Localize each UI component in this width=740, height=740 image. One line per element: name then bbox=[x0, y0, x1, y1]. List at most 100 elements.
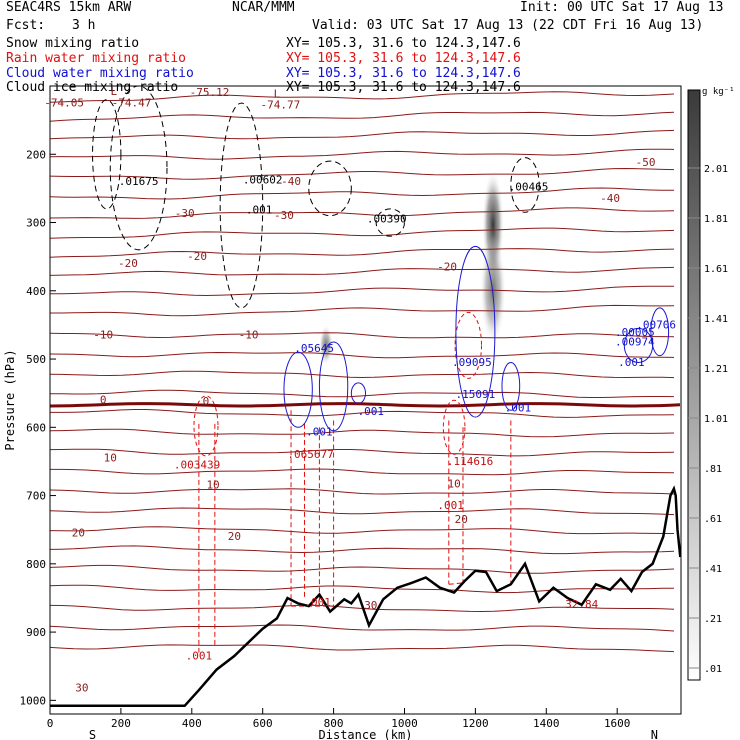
snow-maximum: .00602 bbox=[243, 174, 283, 187]
low-marker: L bbox=[110, 85, 117, 98]
x-tick-label: 1200 bbox=[462, 717, 489, 730]
isotherm-line bbox=[49, 507, 675, 516]
colorbar-scale bbox=[687, 89, 701, 681]
snow-contour bbox=[375, 208, 405, 237]
terrain-profile bbox=[50, 485, 682, 708]
rain-maximum: .065677 bbox=[287, 448, 333, 461]
rain-maximum: .001 bbox=[437, 499, 464, 512]
valid-time: Valid: 03 UTC Sat 17 Aug 13 (22 CDT Fri … bbox=[312, 18, 704, 33]
cloud-water-maximum: .05645 bbox=[294, 342, 334, 355]
snow-contour bbox=[308, 160, 352, 217]
x-tick-label: 200 bbox=[111, 717, 131, 730]
isotherm-line bbox=[49, 448, 675, 457]
isotherm-line bbox=[50, 409, 675, 418]
isotherm-line bbox=[49, 351, 675, 359]
temperature-contours bbox=[49, 91, 675, 653]
snow-maximum: .00390 bbox=[367, 213, 407, 226]
forecast-hour: 3 h bbox=[72, 18, 96, 33]
temperature-label: 20 bbox=[228, 530, 241, 543]
temperature-label: -20 bbox=[437, 260, 457, 273]
isotherm-line bbox=[49, 428, 675, 438]
x-tick-label: 1000 bbox=[391, 717, 418, 730]
ice-shading bbox=[319, 170, 506, 365]
isotherm-line bbox=[49, 624, 675, 632]
snow-contour bbox=[219, 102, 264, 309]
cloud-water-maximum: .00005 bbox=[615, 326, 655, 339]
model-title: SEAC4RS 15km ARW bbox=[6, 0, 132, 15]
cloud-water-maximum: .09095 bbox=[452, 356, 492, 369]
low-marker: L bbox=[274, 88, 281, 101]
temperature-label: -10 bbox=[239, 329, 259, 342]
isotherm-line bbox=[49, 227, 675, 239]
forecast-label: Fcst: bbox=[6, 18, 46, 33]
isotherm-line bbox=[49, 332, 675, 339]
x-tick-label: 1600 bbox=[604, 717, 631, 730]
cloud-water-maximum: .15091 bbox=[456, 388, 496, 401]
isotherm-line bbox=[49, 167, 675, 180]
south-label: S bbox=[89, 728, 96, 740]
center-label: NCAR/MMM bbox=[232, 0, 295, 15]
terrain-line bbox=[50, 485, 682, 708]
x-tick-label: 600 bbox=[253, 717, 273, 730]
axes: 0 200 400 600 800 1000 1200 1400 160020030040050… bbox=[3, 85, 682, 740]
isotherm-line bbox=[49, 129, 675, 140]
isotherm-line bbox=[49, 370, 675, 379]
rain-contour-loop bbox=[193, 395, 219, 457]
freezing-level bbox=[49, 402, 681, 408]
temperature-label: -74.47 bbox=[112, 96, 152, 109]
y-axis-title: Pressure (hPa) bbox=[3, 349, 17, 450]
field-xy-cloud-water: XY= 105.3, 31.6 to 124.3,147.6 bbox=[286, 66, 521, 81]
x-tick-label: 0 bbox=[47, 717, 54, 730]
snow-contours bbox=[92, 85, 540, 309]
cloud-water-maximum: .001 bbox=[306, 425, 333, 438]
y-tick-label: 300 bbox=[26, 217, 46, 230]
isotherm-line bbox=[49, 148, 675, 160]
temperature-label: -30 bbox=[274, 209, 294, 222]
isotherm-line bbox=[49, 644, 675, 653]
cloud-water-contour bbox=[350, 382, 367, 404]
temperature-label: -75.12 bbox=[190, 86, 230, 99]
rain-maximum: .003439 bbox=[174, 458, 220, 471]
contour-labels: -50 -40 -40 -30 -30 -20 -20 -20 -10 -10 0 0 10 10 10 20… bbox=[44, 85, 676, 695]
colorbar-label: .01 bbox=[704, 664, 722, 675]
temperature-label: 20 bbox=[72, 527, 85, 540]
temperature-label: 0 bbox=[100, 393, 107, 406]
rain-contour-base bbox=[448, 582, 464, 585]
cloud-water-maximum: .00974 bbox=[615, 335, 655, 348]
cloud-water-contours bbox=[283, 245, 670, 432]
temperature-label: 30 bbox=[75, 681, 88, 694]
cloud-water-maximum: .001 bbox=[505, 402, 532, 415]
temperature-label: 20 bbox=[455, 513, 468, 526]
colorbar-label: 1.41 bbox=[704, 314, 728, 325]
snow-contour bbox=[92, 99, 122, 210]
cloud-water-contour bbox=[283, 351, 313, 428]
y-tick-label: 400 bbox=[26, 285, 46, 298]
colorbar-label: 1.61 bbox=[704, 264, 728, 275]
temperature-label: -20 bbox=[118, 257, 138, 270]
cloud-water-contour bbox=[455, 245, 496, 418]
rain-contours bbox=[193, 311, 512, 653]
rain-contour-loop bbox=[454, 311, 483, 379]
colorbar-label: .81 bbox=[704, 464, 722, 475]
colorbar-unit: g kg⁻¹ bbox=[702, 87, 735, 97]
x-axis-title: Distance (km) bbox=[319, 728, 413, 740]
temperature-label: -74.77 bbox=[261, 99, 301, 112]
x-tick-label: 1400 bbox=[533, 717, 560, 730]
rain-maximum: .114616 bbox=[447, 455, 493, 468]
cloud-water-contour bbox=[318, 341, 349, 432]
rain-maximum: 32.84 bbox=[565, 598, 598, 611]
y-tick-label: 700 bbox=[26, 490, 46, 503]
y-tick-label: 200 bbox=[26, 148, 46, 161]
plot-frame bbox=[49, 85, 682, 715]
cloud-water-contour bbox=[501, 361, 521, 411]
y-tick-label: 800 bbox=[26, 558, 46, 571]
isotherm-line bbox=[50, 304, 675, 317]
cloud-water-maximum: .00706 bbox=[636, 318, 676, 331]
temperature-label: -40 bbox=[600, 192, 620, 205]
field-xy-rain: XY= 105.3, 31.6 to 124.3,147.6 bbox=[286, 51, 521, 66]
isotherm-line bbox=[49, 248, 675, 258]
y-tick-label: 900 bbox=[26, 626, 46, 639]
field-xy-snow: XY= 105.3, 31.6 to 124.3,147.6 bbox=[286, 36, 521, 51]
field-label-cloud-water: Cloud water mixing ratio bbox=[6, 66, 194, 81]
